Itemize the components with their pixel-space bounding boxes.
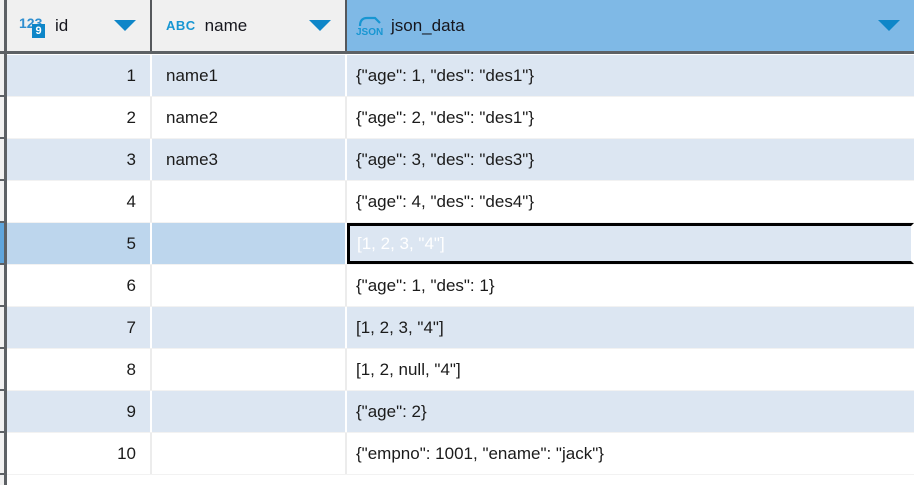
number-type-icon: 123 9 (17, 12, 48, 40)
table-row: 3 name3 {"age": 3, "des": "des3"} (0, 139, 914, 181)
grid-body: 1 name1 {"age": 1, "des": "des1"} 2 name… (0, 55, 914, 485)
json-type-icon: JSON (356, 16, 383, 38)
cell-id[interactable]: 2 (7, 97, 152, 138)
cell-json[interactable]: [1, 2, 3, "4"] (347, 223, 914, 264)
column-header-name-label: name (204, 15, 248, 35)
cell-json[interactable]: {"age": 2} (347, 391, 914, 432)
cell-name[interactable] (152, 391, 347, 432)
cell-name[interactable] (152, 223, 347, 264)
cell-id[interactable]: 10 (7, 433, 152, 474)
cell-name[interactable] (152, 433, 347, 474)
table-row: 9 {"age": 2} (0, 391, 914, 433)
cell-id[interactable]: 7 (7, 307, 152, 348)
grid-tick (0, 179, 4, 181)
cell-id[interactable]: 1 (7, 55, 152, 96)
cell-json[interactable]: {"age": 3, "des": "des3"} (347, 139, 914, 180)
cell-name[interactable]: name2 (152, 97, 347, 138)
json-type-icon-text: JSON (356, 27, 383, 38)
table-row: 8 [1, 2, null, "4"] (0, 349, 914, 391)
cell-id[interactable]: 3 (7, 139, 152, 180)
cell-json[interactable]: {"age": 4, "des": "des4"} (347, 181, 914, 222)
table-row: 5 [1, 2, 3, "4"] (0, 223, 914, 265)
filter-arrow-icon[interactable] (114, 20, 136, 31)
column-header-json-data[interactable]: JSON json_data (347, 0, 914, 51)
number-type-icon-badge: 9 (32, 23, 45, 38)
cell-json[interactable]: [1, 2, null, "4"] (347, 349, 914, 390)
cell-id[interactable]: 8 (7, 349, 152, 390)
grid-tick (0, 137, 4, 139)
cell-name[interactable] (152, 307, 347, 348)
cell-json[interactable]: {"age": 1, "des": "des1"} (347, 55, 914, 96)
filter-arrow-icon[interactable] (309, 20, 331, 31)
grid-tick (0, 431, 4, 433)
text-type-icon: ABC (166, 18, 196, 33)
cell-name[interactable] (152, 181, 347, 222)
table-row: 1 name1 {"age": 1, "des": "des1"} (0, 55, 914, 97)
grid-tick (0, 473, 4, 475)
grid-divider (4, 0, 7, 485)
grid-tick (0, 221, 4, 223)
cell-json[interactable]: {"empno": 1001, "ename": "jack"} (347, 433, 914, 474)
cell-id[interactable]: 5 (7, 223, 152, 264)
cell-id[interactable]: 4 (7, 181, 152, 222)
table-row: 10 {"empno": 1001, "ename": "jack"} (0, 433, 914, 475)
table-row: 4 {"age": 4, "des": "des4"} (0, 181, 914, 223)
cell-json[interactable]: {"age": 2, "des": "des1"} (347, 97, 914, 138)
cell-name[interactable]: name1 (152, 55, 347, 96)
cell-id[interactable]: 9 (7, 391, 152, 432)
cell-name[interactable]: name3 (152, 139, 347, 180)
grid-tick (0, 347, 4, 349)
cell-id[interactable]: 6 (7, 265, 152, 306)
column-header-id[interactable]: 123 9 id (7, 0, 152, 51)
column-header-name[interactable]: ABC name (152, 0, 347, 51)
grid-tick (0, 263, 4, 265)
table-row: 2 name2 {"age": 2, "des": "des1"} (0, 97, 914, 139)
cell-json[interactable]: [1, 2, 3, "4"] (347, 307, 914, 348)
grid-header: 123 9 id ABC name JSON json_data (0, 0, 914, 51)
column-header-id-label: id (55, 15, 69, 35)
grid-tick (0, 389, 4, 391)
table-row: 7 [1, 2, 3, "4"] (0, 307, 914, 349)
column-header-json-data-label: json_data (391, 15, 465, 35)
filter-arrow-icon[interactable] (878, 20, 900, 31)
table-row: 6 {"age": 1, "des": 1} (0, 265, 914, 307)
cell-name[interactable] (152, 349, 347, 390)
grid-tick (0, 305, 4, 307)
cell-json[interactable]: {"age": 1, "des": 1} (347, 265, 914, 306)
cell-name[interactable] (152, 265, 347, 306)
grid-tick (0, 95, 4, 97)
header-divider (0, 51, 914, 54)
selected-row-marker (0, 223, 4, 264)
